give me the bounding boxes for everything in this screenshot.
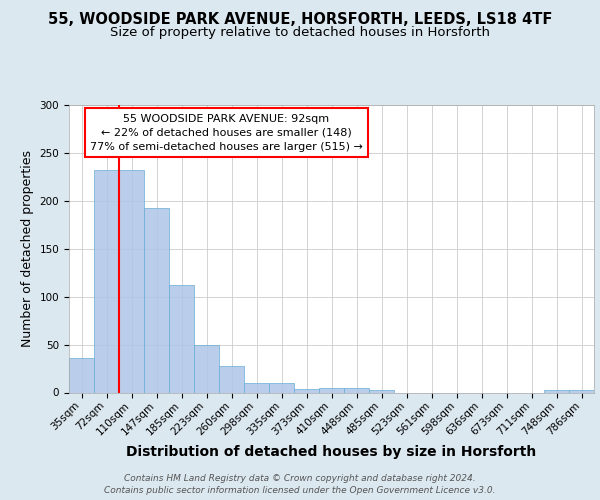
Bar [69,358,94,392]
Bar [219,366,244,392]
X-axis label: Distribution of detached houses by size in Horsforth: Distribution of detached houses by size … [127,446,536,460]
Bar [294,388,319,392]
Text: 55, WOODSIDE PARK AVENUE, HORSFORTH, LEEDS, LS18 4TF: 55, WOODSIDE PARK AVENUE, HORSFORTH, LEE… [48,12,552,28]
Bar [344,388,369,392]
Text: Size of property relative to detached houses in Horsforth: Size of property relative to detached ho… [110,26,490,39]
Bar [94,170,119,392]
Bar [194,344,219,393]
Bar [169,285,194,393]
Bar [244,383,269,392]
Bar [269,383,294,392]
Bar [144,208,169,392]
Text: Contains HM Land Registry data © Crown copyright and database right 2024.
Contai: Contains HM Land Registry data © Crown c… [104,474,496,495]
Bar [544,390,569,392]
Bar [319,388,344,392]
Y-axis label: Number of detached properties: Number of detached properties [21,150,34,348]
Text: 55 WOODSIDE PARK AVENUE: 92sqm  
← 22% of detached houses are smaller (148)
77% : 55 WOODSIDE PARK AVENUE: 92sqm ← 22% of … [90,114,363,152]
Bar [369,390,394,392]
Bar [569,390,594,392]
Bar [119,170,144,392]
